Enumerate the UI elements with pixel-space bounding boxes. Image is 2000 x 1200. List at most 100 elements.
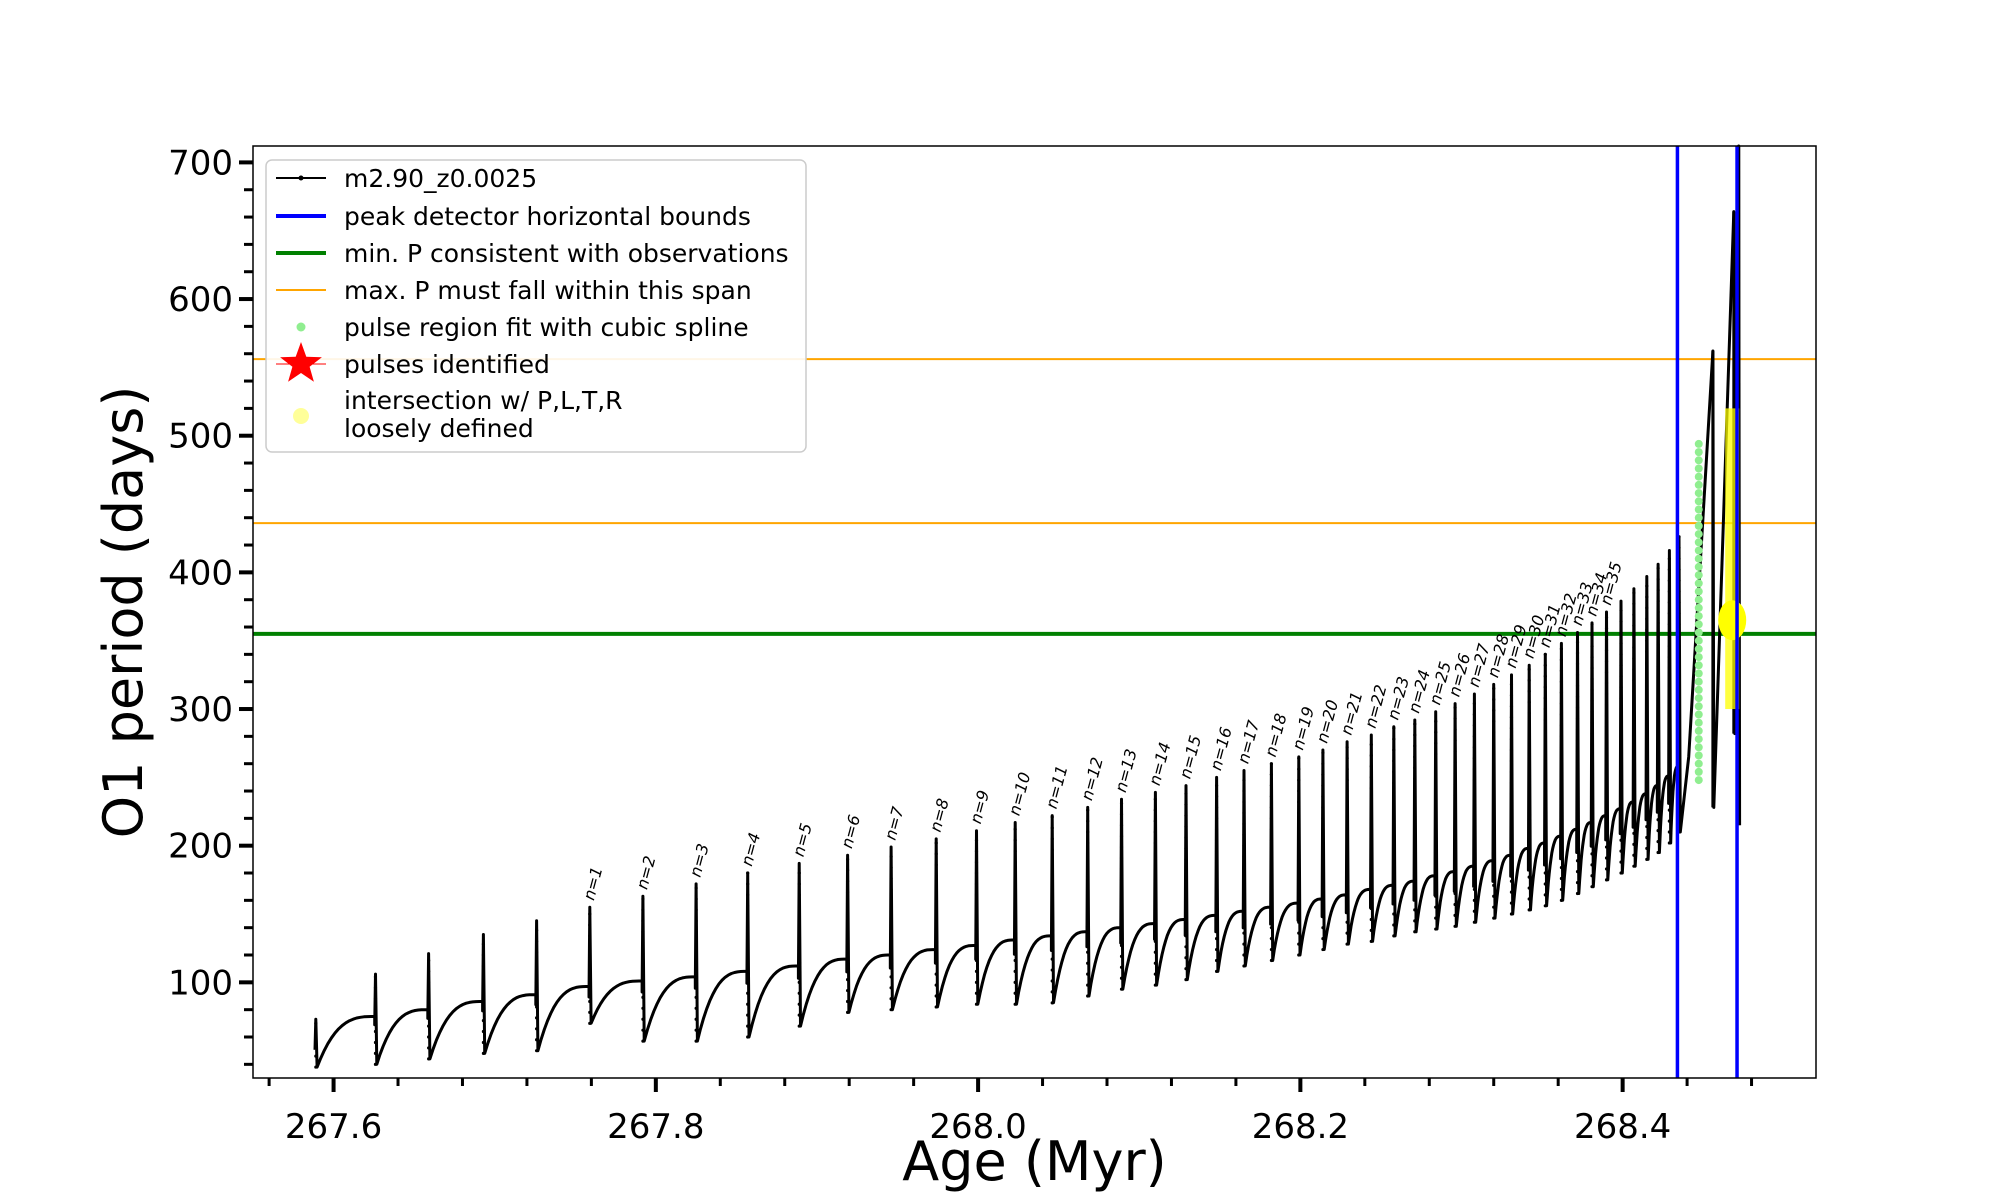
series-point <box>1559 898 1564 902</box>
series-point <box>974 860 979 864</box>
pulse-label: n=4 <box>737 831 764 869</box>
series-point <box>1013 947 1017 952</box>
series-point <box>1214 969 1219 974</box>
series-point <box>1632 591 1636 595</box>
series-point <box>1645 595 1649 599</box>
series-point <box>1119 954 1124 958</box>
series-point <box>1153 906 1157 911</box>
series-point <box>1050 946 1054 950</box>
series-point <box>1509 759 1514 763</box>
series-point <box>1604 878 1609 882</box>
series-point <box>797 915 801 919</box>
series-point <box>1559 767 1564 771</box>
series-point <box>1559 745 1564 749</box>
series-point <box>797 947 801 952</box>
series-point <box>889 997 893 1001</box>
series-point <box>1619 838 1623 842</box>
series-point <box>1369 906 1373 911</box>
series-point <box>934 983 938 987</box>
spline-fit-point <box>1694 718 1703 727</box>
series-point <box>1242 898 1246 902</box>
series-point <box>1527 864 1531 868</box>
series-point <box>1590 688 1594 692</box>
series-point <box>1645 857 1649 861</box>
x-tick-label: 267.8 <box>607 1107 704 1147</box>
series-point <box>1667 666 1671 670</box>
series-point <box>1453 793 1457 797</box>
series-point <box>1667 644 1671 648</box>
series-point <box>1086 939 1090 943</box>
series-point <box>373 1019 378 1023</box>
series-point <box>1413 777 1417 781</box>
spline-fit-point <box>1694 636 1703 645</box>
series-point <box>1619 729 1623 733</box>
series-point <box>1453 924 1457 928</box>
series-point <box>588 1021 592 1025</box>
series-point <box>1472 876 1476 881</box>
series-point <box>1575 859 1580 863</box>
series-point <box>1492 916 1496 920</box>
series-point <box>1527 777 1531 781</box>
series-point <box>1559 844 1564 848</box>
series-point <box>1297 789 1301 793</box>
series-point <box>1509 814 1514 818</box>
spline-fit-point <box>1694 464 1703 473</box>
series-point <box>1050 968 1054 972</box>
series-point <box>314 1065 318 1069</box>
pulse-label: n=20 <box>1312 698 1342 745</box>
series-point <box>1269 915 1273 919</box>
series-point <box>373 986 378 990</box>
series-point <box>1453 706 1457 710</box>
series-point <box>1590 742 1594 747</box>
series-point <box>1369 896 1373 900</box>
legend-label: m2.90_z0.0025 <box>344 164 537 193</box>
series-point <box>845 879 850 883</box>
series-point <box>1527 722 1531 726</box>
series-point <box>1509 704 1514 708</box>
series-point <box>1086 972 1090 976</box>
series-point <box>427 969 431 974</box>
pulse-label: n=13 <box>1111 747 1141 794</box>
series-point <box>974 904 979 908</box>
series-point <box>694 1006 698 1010</box>
series-point <box>1575 673 1580 677</box>
series-point <box>934 972 938 976</box>
series-point <box>1645 726 1649 730</box>
spline-fit-point <box>1694 554 1703 563</box>
series-point <box>1050 1001 1054 1005</box>
series-point <box>427 991 431 995</box>
series-point <box>889 865 893 870</box>
series-point <box>1604 812 1609 816</box>
series-point <box>1509 748 1514 752</box>
series-point <box>1214 937 1219 941</box>
series-point <box>845 890 850 894</box>
series-point <box>889 975 893 979</box>
series-point <box>1619 718 1623 722</box>
series-point <box>1434 839 1438 844</box>
series-point <box>746 1024 750 1028</box>
series-point <box>1527 689 1531 693</box>
series-point <box>481 1040 486 1045</box>
series-point <box>974 969 979 974</box>
series-point <box>1345 920 1349 924</box>
series-point <box>1434 719 1438 723</box>
series-point <box>845 945 850 949</box>
series-point <box>1153 852 1157 856</box>
legend-label: max. P must fall within this span <box>344 276 752 305</box>
pulse-label: n=1 <box>579 865 606 903</box>
series-point <box>1345 756 1349 760</box>
series-point <box>1509 857 1514 861</box>
series-point <box>1453 870 1457 874</box>
series-point <box>1119 987 1124 991</box>
series-point <box>934 917 938 922</box>
series-point <box>373 1062 378 1066</box>
series-point <box>974 947 979 952</box>
series-point <box>1667 699 1671 703</box>
series-point <box>1656 719 1660 723</box>
y-tick-label: 600 <box>168 280 233 320</box>
series-point <box>1086 983 1090 987</box>
series-point <box>1119 889 1124 893</box>
series-point <box>746 882 750 886</box>
series-point <box>427 1002 431 1006</box>
series-point <box>1242 964 1246 968</box>
